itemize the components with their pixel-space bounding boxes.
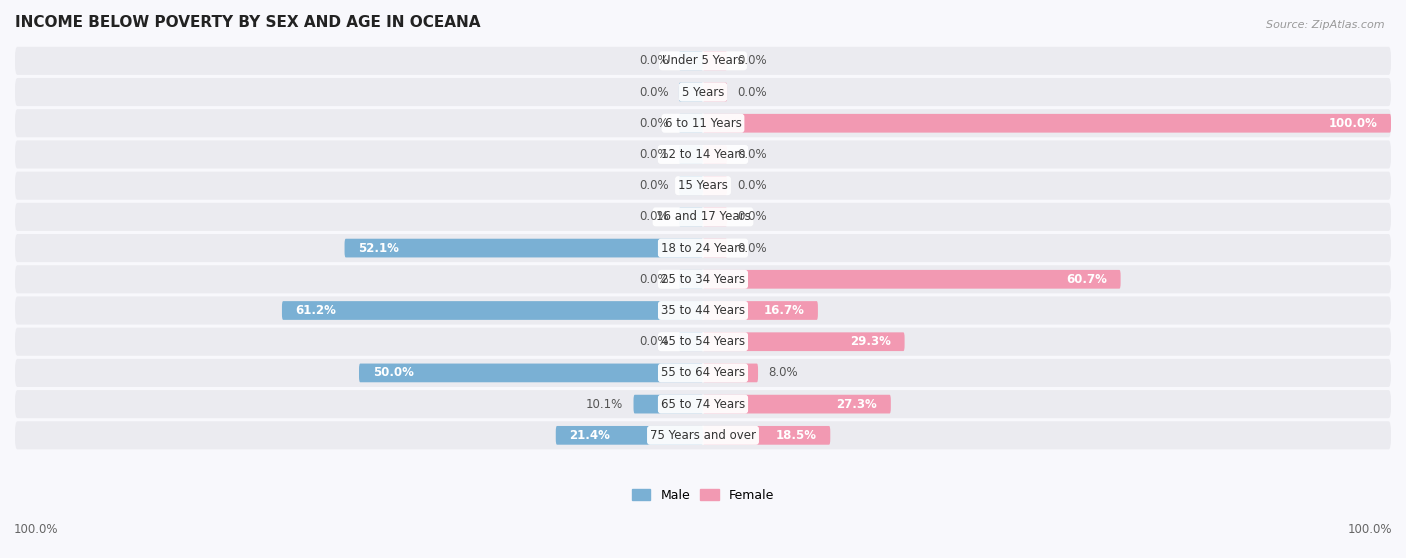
- Text: 60.7%: 60.7%: [1066, 273, 1107, 286]
- FancyBboxPatch shape: [15, 47, 1391, 75]
- FancyBboxPatch shape: [679, 114, 703, 133]
- Text: 10.1%: 10.1%: [586, 398, 623, 411]
- Text: Source: ZipAtlas.com: Source: ZipAtlas.com: [1267, 20, 1385, 30]
- Text: 100.0%: 100.0%: [1347, 523, 1392, 536]
- FancyBboxPatch shape: [15, 109, 1391, 137]
- Text: 0.0%: 0.0%: [638, 148, 669, 161]
- Text: 35 to 44 Years: 35 to 44 Years: [661, 304, 745, 317]
- Text: 18.5%: 18.5%: [776, 429, 817, 442]
- Text: 0.0%: 0.0%: [638, 335, 669, 348]
- FancyBboxPatch shape: [703, 176, 727, 195]
- Text: 65 to 74 Years: 65 to 74 Years: [661, 398, 745, 411]
- Text: 100.0%: 100.0%: [14, 523, 59, 536]
- Text: 25 to 34 Years: 25 to 34 Years: [661, 273, 745, 286]
- FancyBboxPatch shape: [703, 51, 727, 70]
- FancyBboxPatch shape: [555, 426, 703, 445]
- Text: 55 to 64 Years: 55 to 64 Years: [661, 367, 745, 379]
- FancyBboxPatch shape: [15, 328, 1391, 356]
- FancyBboxPatch shape: [703, 426, 831, 445]
- FancyBboxPatch shape: [703, 114, 1391, 133]
- FancyBboxPatch shape: [703, 333, 904, 351]
- FancyBboxPatch shape: [703, 395, 891, 413]
- FancyBboxPatch shape: [703, 83, 727, 102]
- Text: 0.0%: 0.0%: [638, 210, 669, 223]
- FancyBboxPatch shape: [703, 270, 1121, 288]
- FancyBboxPatch shape: [703, 208, 727, 226]
- Text: 61.2%: 61.2%: [295, 304, 336, 317]
- Text: 0.0%: 0.0%: [638, 117, 669, 130]
- Text: 0.0%: 0.0%: [737, 179, 768, 192]
- Text: 18 to 24 Years: 18 to 24 Years: [661, 242, 745, 254]
- FancyBboxPatch shape: [15, 265, 1391, 294]
- FancyBboxPatch shape: [15, 421, 1391, 449]
- FancyBboxPatch shape: [679, 176, 703, 195]
- FancyBboxPatch shape: [283, 301, 703, 320]
- Text: 0.0%: 0.0%: [638, 54, 669, 68]
- Text: 5 Years: 5 Years: [682, 85, 724, 99]
- Text: 16.7%: 16.7%: [763, 304, 804, 317]
- FancyBboxPatch shape: [679, 270, 703, 288]
- FancyBboxPatch shape: [679, 145, 703, 164]
- Text: 0.0%: 0.0%: [638, 273, 669, 286]
- Text: 52.1%: 52.1%: [359, 242, 399, 254]
- Text: 0.0%: 0.0%: [737, 242, 768, 254]
- FancyBboxPatch shape: [15, 296, 1391, 325]
- Text: 21.4%: 21.4%: [569, 429, 610, 442]
- FancyBboxPatch shape: [679, 83, 703, 102]
- Text: 75 Years and over: 75 Years and over: [650, 429, 756, 442]
- Text: 50.0%: 50.0%: [373, 367, 413, 379]
- Text: 0.0%: 0.0%: [737, 54, 768, 68]
- FancyBboxPatch shape: [15, 234, 1391, 262]
- FancyBboxPatch shape: [703, 301, 818, 320]
- Text: 15 Years: 15 Years: [678, 179, 728, 192]
- Text: 27.3%: 27.3%: [837, 398, 877, 411]
- Text: 0.0%: 0.0%: [638, 179, 669, 192]
- Text: 45 to 54 Years: 45 to 54 Years: [661, 335, 745, 348]
- FancyBboxPatch shape: [15, 203, 1391, 231]
- Text: 29.3%: 29.3%: [851, 335, 891, 348]
- FancyBboxPatch shape: [15, 141, 1391, 169]
- Text: 0.0%: 0.0%: [737, 85, 768, 99]
- Text: 16 and 17 Years: 16 and 17 Years: [655, 210, 751, 223]
- Text: 6 to 11 Years: 6 to 11 Years: [665, 117, 741, 130]
- FancyBboxPatch shape: [679, 51, 703, 70]
- FancyBboxPatch shape: [679, 208, 703, 226]
- Text: 0.0%: 0.0%: [737, 210, 768, 223]
- FancyBboxPatch shape: [15, 390, 1391, 418]
- FancyBboxPatch shape: [679, 333, 703, 351]
- FancyBboxPatch shape: [344, 239, 703, 257]
- FancyBboxPatch shape: [703, 239, 727, 257]
- FancyBboxPatch shape: [15, 172, 1391, 200]
- Text: INCOME BELOW POVERTY BY SEX AND AGE IN OCEANA: INCOME BELOW POVERTY BY SEX AND AGE IN O…: [15, 15, 481, 30]
- Text: 0.0%: 0.0%: [737, 148, 768, 161]
- Text: 8.0%: 8.0%: [768, 367, 799, 379]
- Text: 100.0%: 100.0%: [1329, 117, 1378, 130]
- Text: 12 to 14 Years: 12 to 14 Years: [661, 148, 745, 161]
- FancyBboxPatch shape: [703, 364, 758, 382]
- Text: 0.0%: 0.0%: [638, 85, 669, 99]
- FancyBboxPatch shape: [15, 78, 1391, 106]
- FancyBboxPatch shape: [634, 395, 703, 413]
- FancyBboxPatch shape: [359, 364, 703, 382]
- Legend: Male, Female: Male, Female: [627, 484, 779, 507]
- Text: Under 5 Years: Under 5 Years: [662, 54, 744, 68]
- FancyBboxPatch shape: [15, 359, 1391, 387]
- FancyBboxPatch shape: [703, 145, 727, 164]
